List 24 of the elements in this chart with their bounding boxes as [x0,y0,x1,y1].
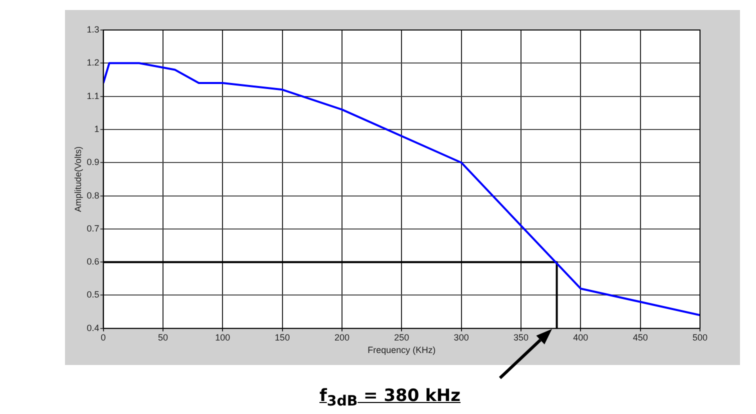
x-tick-label: 300 [454,332,469,342]
x-tick-label: 350 [513,332,529,342]
x-tick-label: 50 [158,332,168,342]
x-tick-label: 450 [632,332,648,342]
y-tick-label: 1 [94,124,100,134]
y-tick-label: 0.5 [86,290,100,300]
y-tick-label: 1.1 [86,90,100,101]
y-tick-label: 1.3 [86,24,100,34]
y-axis-title: Amplitude(Volts) [72,146,83,212]
y-tick-label: 1.2 [86,58,100,68]
x-tick-label: 500 [692,332,708,342]
y-tick-label: 0.4 [86,322,100,333]
y-tick-label: 0.8 [86,190,100,200]
y-tick-label: 0.7 [86,223,100,234]
y-tick-label: 0.9 [86,157,100,168]
text: f$_{3dB}$ = 380 kHz [318,386,462,410]
x-axis-title: Frequency (KHz) [368,345,436,356]
x-tick-label: 400 [573,332,588,342]
x-tick-label: 150 [274,332,290,342]
x-tick-label: 0 [100,332,106,342]
x-tick-label: 200 [334,332,350,342]
y-tick-label: 0.6 [86,256,100,267]
x-tick-label: 250 [394,332,410,342]
x-tick-label: 100 [215,332,230,342]
